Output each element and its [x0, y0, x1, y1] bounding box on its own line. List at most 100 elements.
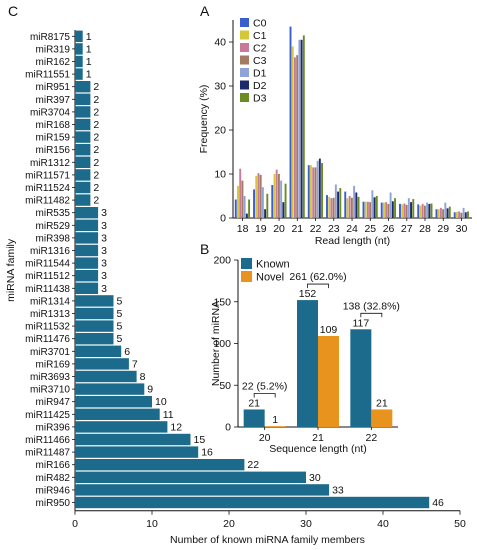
panel-c-family-bar-chart: miR8175 1 miR319 1 miR162 1 miR11551 1 miR951 2 mi…	[5, 30, 466, 546]
x-tick-label: 10	[146, 518, 158, 530]
a-y-axis-title: Frequency (%)	[198, 85, 210, 154]
family-tick-label: miR951	[36, 82, 71, 93]
family-bar	[75, 370, 137, 383]
family-bar	[75, 459, 245, 471]
x-tick-label: 30	[300, 518, 312, 530]
family-value-label: 5	[117, 295, 123, 307]
b-bar-value-label: 21	[248, 397, 260, 409]
family-tick-label: miR11524	[25, 183, 70, 194]
family-tick-label: miR11482	[25, 196, 70, 207]
a-bar-c1	[237, 185, 239, 218]
family-bar	[75, 496, 430, 509]
a-bar-d2	[446, 208, 449, 218]
b-x-axis-title: Sequence length (nt)	[269, 443, 366, 455]
panel-label-a: A	[200, 3, 210, 19]
a-bar-c3	[241, 180, 244, 218]
a-legend-label: C3	[253, 55, 267, 67]
a-bar-c2	[458, 211, 461, 218]
a-legend-swatch-d1	[240, 68, 249, 77]
a-x-tick-label: 18	[237, 223, 249, 235]
a-bar-d3	[357, 196, 360, 218]
a-x-tick-label: 19	[255, 223, 267, 235]
family-bar	[75, 421, 168, 433]
a-bar-d1	[407, 198, 410, 218]
b-y-axis-title: Number of miRNA	[210, 301, 222, 386]
family-bar	[75, 181, 91, 194]
family-value-label: 11	[163, 409, 174, 421]
a-bar-c0	[417, 204, 420, 218]
a-bar-c1	[291, 46, 294, 219]
a-bar-c2	[403, 203, 406, 218]
a-x-tick-label: 22	[310, 223, 322, 235]
a-bar-c3	[460, 212, 463, 218]
family-value-label: 2	[93, 81, 99, 93]
a-bar-d3	[430, 203, 433, 218]
family-tick-label: miR169	[36, 359, 71, 370]
family-tick-label: miR11476	[25, 334, 70, 345]
a-bar-d3	[448, 206, 451, 218]
a-bar-c0	[289, 26, 292, 218]
b-total-label: 261 (62.0%)	[289, 271, 346, 283]
a-bar-c3	[332, 197, 335, 218]
family-tick-label: miR156	[36, 145, 71, 156]
a-y-tick-label: 0	[220, 213, 226, 225]
b-total-label: 22 (5.2%)	[242, 380, 288, 392]
a-bar-d3	[412, 199, 415, 218]
family-bar	[75, 433, 191, 446]
family-value-label: 6	[124, 346, 130, 358]
family-value-label: 2	[93, 195, 99, 207]
y-axis-title: miRNA family	[5, 238, 17, 302]
a-x-tick-label: 29	[437, 223, 449, 235]
b-total-label: 138 (32.8%)	[343, 300, 400, 312]
a-bar-d2	[300, 39, 303, 218]
a-bar-c2	[421, 203, 424, 218]
a-bar-c2	[257, 173, 260, 218]
b-total-bracket	[360, 312, 383, 318]
a-bar-d2	[264, 209, 267, 218]
a-bar-d3	[284, 183, 287, 218]
panel-label-c: C	[8, 3, 18, 19]
a-bar-d1	[334, 184, 337, 218]
family-value-label: 9	[147, 384, 153, 396]
family-value-label: 5	[117, 333, 123, 345]
a-bar-d1	[462, 207, 465, 218]
x-tick-label: 0	[72, 518, 78, 530]
a-legend-label: C1	[253, 30, 267, 42]
b-bar-novel	[264, 426, 286, 427]
a-legend-label: C0	[253, 18, 267, 30]
family-value-label: 2	[93, 132, 99, 144]
a-bar-c2	[439, 207, 442, 218]
b-bar-novel	[371, 409, 393, 427]
family-bar	[75, 106, 91, 118]
a-bar-c3	[277, 174, 280, 218]
family-value-label: 3	[101, 270, 107, 282]
a-bar-d1	[353, 185, 356, 218]
family-tick-label: miR3710	[30, 385, 70, 396]
family-bar	[75, 295, 114, 307]
a-bar-d1	[371, 190, 374, 218]
family-value-label: 2	[93, 157, 99, 169]
a-bar-c2	[348, 196, 351, 218]
family-bar	[75, 270, 99, 282]
panel-b-sequence-length-chart: 0 50 100 150 200 21 1 22 (5.2%) 20 152 109 261 (62.…	[210, 255, 400, 456]
family-bar	[75, 93, 91, 105]
family-tick-label: miR11438	[25, 284, 70, 295]
family-value-label: 5	[117, 308, 123, 320]
family-bar	[75, 144, 91, 156]
b-bar-value-label: 117	[352, 317, 369, 329]
a-x-tick-label: 26	[383, 223, 395, 235]
a-bar-c1	[310, 165, 312, 218]
a-bar-c2	[330, 198, 333, 218]
family-value-label: 3	[101, 207, 107, 219]
a-bar-d2	[245, 213, 248, 218]
family-value-label: 1	[86, 43, 92, 55]
family-value-label: 3	[101, 258, 107, 270]
family-value-label: 2	[93, 182, 99, 194]
a-bar-c3	[369, 202, 372, 218]
family-tick-label: miR396	[36, 422, 71, 433]
a-bar-c2	[366, 201, 369, 218]
family-value-label: 3	[101, 245, 107, 257]
family-bar	[75, 320, 114, 332]
family-tick-label: miR1316	[30, 246, 70, 257]
family-bar	[75, 307, 114, 320]
